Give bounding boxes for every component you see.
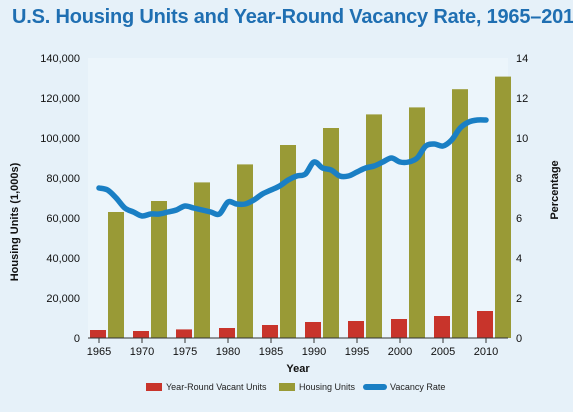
bar-vacant-units bbox=[176, 329, 192, 338]
bar-housing-units bbox=[323, 128, 339, 338]
bar-housing-units bbox=[495, 76, 511, 338]
bar-vacant-units bbox=[477, 311, 493, 338]
y2-tick-label: 6 bbox=[516, 213, 522, 225]
bar-housing-units bbox=[409, 107, 425, 339]
x-tick-label: 2000 bbox=[388, 346, 412, 358]
x-tick-label: 1970 bbox=[130, 346, 154, 358]
vacancy-rate-line bbox=[96, 117, 489, 219]
legend-label-vacant-units: Year-Round Vacant Units bbox=[166, 382, 267, 392]
y-tick-label: 120,000 bbox=[40, 93, 80, 105]
y2-axis-label: Percentage bbox=[549, 160, 561, 219]
vacancy-rate-line-group bbox=[96, 117, 489, 219]
bar-housing-units bbox=[151, 201, 167, 338]
legend-label-vacancy-rate: Vacancy Rate bbox=[390, 382, 445, 392]
x-axis-ticks: 1965 1970 1975 1980 1985 1990 1995 2000 2005 2010 bbox=[87, 338, 498, 358]
legend-swatch-vacant-units bbox=[146, 383, 162, 391]
y-tick-label: 40,000 bbox=[46, 253, 80, 265]
y2-tick-label: 0 bbox=[516, 333, 522, 345]
bar-housing-units bbox=[237, 164, 253, 338]
bar-vacant-units bbox=[348, 321, 364, 338]
y-tick-label: 60,000 bbox=[46, 213, 80, 225]
x-tick-label: 1965 bbox=[87, 346, 111, 358]
y2-tick-label: 8 bbox=[516, 173, 522, 185]
y2-axis-ticks: 0 2 4 6 8 10 12 14 bbox=[516, 53, 528, 345]
bar-vacant-units bbox=[133, 331, 149, 338]
y-tick-label: 140,000 bbox=[40, 53, 80, 65]
y2-tick-label: 10 bbox=[516, 133, 528, 145]
y2-tick-label: 4 bbox=[516, 253, 522, 265]
bar-vacant-units bbox=[90, 330, 106, 338]
bar-vacant-units bbox=[391, 319, 407, 338]
y-tick-label: 20,000 bbox=[46, 293, 80, 305]
bar-housing-units bbox=[452, 89, 468, 338]
legend-swatch-housing-units bbox=[279, 383, 295, 391]
y2-tick-label: 12 bbox=[516, 93, 528, 105]
y-axis-ticks: 0 20,000 40,000 60,000 80,000 100,000 120,000 1… bbox=[40, 53, 80, 345]
x-tick-label: 1980 bbox=[216, 346, 240, 358]
bar-housing-units bbox=[108, 212, 124, 338]
x-tick-label: 1995 bbox=[345, 346, 369, 358]
bar-vacant-units bbox=[219, 328, 235, 338]
x-tick-label: 1985 bbox=[259, 346, 283, 358]
y-axis-label: Housing Units (1,000s) bbox=[9, 162, 21, 281]
x-axis-label: Year bbox=[286, 363, 310, 375]
bar-housing-units bbox=[194, 182, 210, 338]
y2-tick-label: 14 bbox=[516, 53, 528, 65]
y-tick-label: 80,000 bbox=[46, 173, 80, 185]
bar-vacant-units bbox=[262, 325, 278, 338]
bar-housing-units bbox=[280, 145, 296, 338]
bar-vacant-units bbox=[434, 316, 450, 338]
y-tick-label: 100,000 bbox=[40, 133, 80, 145]
legend: Year-Round Vacant Units Housing Units Va… bbox=[146, 382, 445, 392]
y2-tick-label: 2 bbox=[516, 293, 522, 305]
bar-housing-units bbox=[366, 114, 382, 339]
x-tick-label: 2010 bbox=[474, 346, 498, 358]
chart-title: U.S. Housing Units and Year-Round Vacanc… bbox=[12, 6, 573, 28]
bars-group bbox=[90, 76, 511, 339]
x-tick-label: 2005 bbox=[431, 346, 455, 358]
x-tick-label: 1990 bbox=[302, 346, 326, 358]
y-tick-label: 0 bbox=[74, 333, 80, 345]
bar-vacant-units bbox=[305, 322, 321, 338]
x-tick-label: 1975 bbox=[173, 346, 197, 358]
legend-label-housing-units: Housing Units bbox=[299, 382, 356, 392]
